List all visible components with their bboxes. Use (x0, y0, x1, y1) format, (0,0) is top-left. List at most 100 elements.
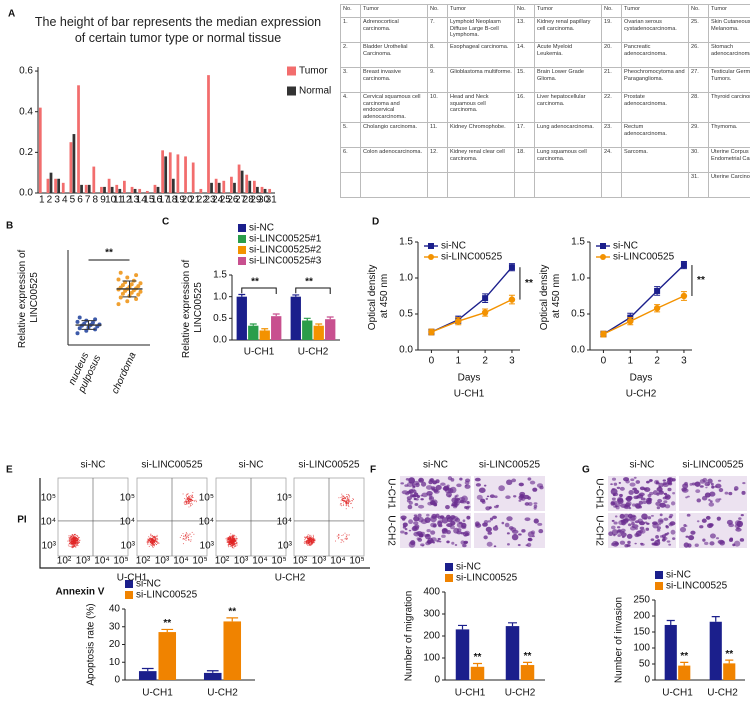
empty-cell (534, 171, 602, 198)
event-dot (147, 541, 149, 543)
row-label: U-CH2 (385, 515, 396, 546)
event-dot (231, 543, 233, 545)
event-dot (308, 534, 310, 536)
stained-cell (650, 538, 655, 542)
number-cell: 23. (601, 121, 622, 148)
sd-whisker (81, 320, 96, 330)
event-dot (230, 533, 232, 535)
event-dot (229, 541, 231, 543)
event-dot (147, 538, 149, 540)
flow-y-label: PI (17, 515, 27, 526)
data-point (125, 299, 130, 304)
event-dot (147, 543, 148, 545)
event-dot (310, 539, 312, 541)
y-tick-label: 200 (633, 611, 650, 622)
significance-label: ** (305, 277, 313, 288)
stained-cell (709, 491, 716, 497)
event-dot (345, 505, 347, 507)
event-dot (346, 500, 348, 502)
stained-cell (446, 530, 451, 535)
stained-cell (618, 481, 622, 484)
x-tick-label: 10 (105, 195, 117, 206)
flow-x-label: Annexin V (56, 587, 105, 598)
event-dot (186, 493, 188, 495)
y-tick-label: 0.0 (213, 335, 227, 346)
x-tick-label: 27 (235, 195, 247, 206)
event-dot (188, 497, 190, 499)
event-dot (71, 539, 73, 541)
legend-label: si-NC (441, 241, 466, 252)
bar (222, 180, 226, 193)
y-tick-label: 0.5 (399, 309, 413, 320)
stained-cell (442, 486, 449, 492)
stained-cell (635, 480, 641, 484)
event-dot (307, 540, 309, 542)
stained-cell (459, 477, 463, 481)
event-dot (188, 500, 190, 502)
sd-whisker (122, 280, 137, 298)
event-dot (231, 547, 233, 549)
legend-marker (428, 254, 434, 260)
stained-cell (663, 492, 668, 496)
stained-cell (686, 513, 691, 517)
event-dot (73, 544, 75, 546)
stained-cell (445, 505, 450, 510)
y-tick-label: 150 (633, 627, 650, 638)
legend-label: si-LINC00525#3 (249, 256, 322, 267)
data-marker (481, 309, 489, 316)
bar (263, 188, 267, 193)
y-tick-label: 0.0 (399, 345, 413, 356)
event-dot (187, 536, 189, 538)
legend-swatch (238, 257, 246, 265)
data-point (118, 295, 123, 300)
event-dot (147, 542, 149, 544)
x-tick-label: 2 (654, 356, 660, 367)
event-dot (152, 536, 154, 538)
stained-cell (611, 519, 615, 522)
event-dot (183, 502, 185, 504)
tumor-cell: Thyroid carcinoma. (708, 92, 750, 123)
stained-cell (707, 483, 710, 486)
stained-cell (426, 529, 431, 533)
stained-cell (620, 528, 626, 533)
stained-cell (510, 527, 517, 532)
stained-cell (616, 526, 621, 529)
stained-cell (411, 485, 416, 488)
stained-cell (724, 491, 729, 495)
header-cell: Tumor (534, 4, 602, 18)
flow-y-tick: 10⁴ (41, 517, 56, 528)
legend-label: si-LINC00525 (613, 252, 675, 263)
stained-cell (696, 520, 700, 523)
event-dot (187, 498, 188, 500)
event-dot (76, 538, 78, 540)
event-dot (347, 534, 349, 536)
legend-label: Tumor (299, 66, 328, 77)
event-dot (192, 503, 194, 505)
y-tick-label: 1.0 (213, 291, 227, 302)
data-marker (654, 287, 661, 294)
number-cell: 14. (514, 42, 535, 68)
stained-cell (493, 495, 498, 498)
flow-x-tick: 10⁴ (173, 556, 188, 567)
stained-cell (631, 524, 639, 529)
event-dot (229, 540, 231, 542)
event-dot (150, 534, 152, 536)
bar (80, 184, 83, 193)
event-dot (68, 536, 70, 538)
event-dot (352, 507, 354, 509)
stained-cell (506, 516, 513, 522)
event-dot (230, 539, 232, 541)
event-dot (231, 538, 233, 540)
event-dot (231, 544, 232, 546)
event-dot (231, 536, 233, 538)
event-dot (343, 498, 345, 499)
tumor-cell: Sarcoma. (621, 146, 689, 173)
stained-cell (689, 482, 693, 486)
event-dot (313, 541, 315, 543)
event-dot (312, 542, 314, 544)
stained-cell (536, 483, 544, 488)
event-dot (233, 538, 235, 540)
event-dot (346, 494, 348, 495)
panel-label: D (372, 217, 379, 228)
event-dot (75, 536, 77, 538)
